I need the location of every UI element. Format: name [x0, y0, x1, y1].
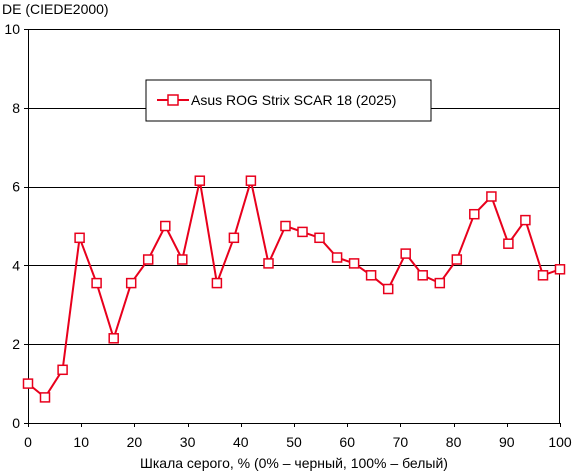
- data-point: [91, 277, 102, 289]
- y-tick-label: 2: [12, 336, 20, 352]
- data-point: [365, 270, 377, 281]
- data-point: [142, 254, 154, 265]
- data-point: [177, 254, 188, 265]
- data-point: [263, 258, 274, 269]
- y-tick-labels: 0 2 4 6 8 10: [4, 21, 20, 431]
- legend-box: [145, 79, 432, 122]
- x-tick-label: 70: [393, 434, 409, 450]
- x-tick-label: 30: [180, 434, 196, 450]
- data-point: [57, 364, 68, 376]
- data-point: [194, 175, 206, 186]
- data-point: [108, 333, 119, 344]
- data-point: [211, 277, 223, 289]
- data-point: [520, 214, 531, 226]
- data-point: [39, 392, 51, 403]
- y-tick-label: 4: [12, 257, 20, 273]
- data-point: [160, 220, 171, 232]
- x-tick-label: 80: [446, 434, 462, 450]
- data-point: [434, 277, 446, 289]
- axes: [24, 29, 561, 427]
- data-point: [245, 175, 257, 186]
- legend-label: Asus ROG Strix SCAR 18 (2025): [191, 92, 396, 108]
- x-tick-label: 60: [339, 434, 355, 450]
- data-point: [486, 191, 497, 202]
- x-tick-label: 40: [233, 434, 249, 450]
- data-point: [503, 238, 514, 249]
- data-point: [297, 226, 308, 238]
- data-point: [74, 232, 85, 244]
- x-axis-title: Шкала серого, % (0% – черный, 100% – бел…: [140, 455, 448, 471]
- data-point: [228, 232, 240, 244]
- data-point: [451, 254, 463, 265]
- y-tick-label: 0: [12, 415, 20, 431]
- y-tick-label: 6: [12, 179, 20, 195]
- data-point: [417, 270, 428, 281]
- legend-marker: [167, 94, 179, 106]
- y-tick-label: 10: [4, 21, 20, 37]
- data-point: [469, 208, 480, 220]
- y-axis-title: DE (CIEDE2000): [2, 1, 109, 17]
- data-point: [125, 277, 137, 289]
- data-point: [348, 258, 360, 269]
- x-tick-label: 90: [499, 434, 515, 450]
- data-point: [382, 283, 394, 295]
- series-group: [22, 175, 566, 403]
- data-point: [400, 248, 411, 259]
- legend: Asus ROG Strix SCAR 18 (2025): [145, 79, 432, 122]
- x-tick-label: 10: [73, 434, 89, 450]
- x-tick-label: 100: [548, 434, 572, 450]
- x-tick-label: 50: [286, 434, 302, 450]
- y-tick-label: 8: [12, 100, 20, 116]
- data-point: [554, 264, 566, 275]
- data-point: [537, 270, 549, 281]
- series-line: [27, 179, 561, 399]
- data-point: [331, 252, 343, 263]
- x-tick-labels: 0 10 20 30 40 50 60 70 80 90 100: [24, 434, 572, 450]
- data-point: [22, 378, 34, 389]
- x-tick-label: 0: [24, 434, 32, 450]
- data-point: [280, 220, 291, 232]
- data-point: [314, 232, 325, 244]
- x-tick-label: 20: [127, 434, 143, 450]
